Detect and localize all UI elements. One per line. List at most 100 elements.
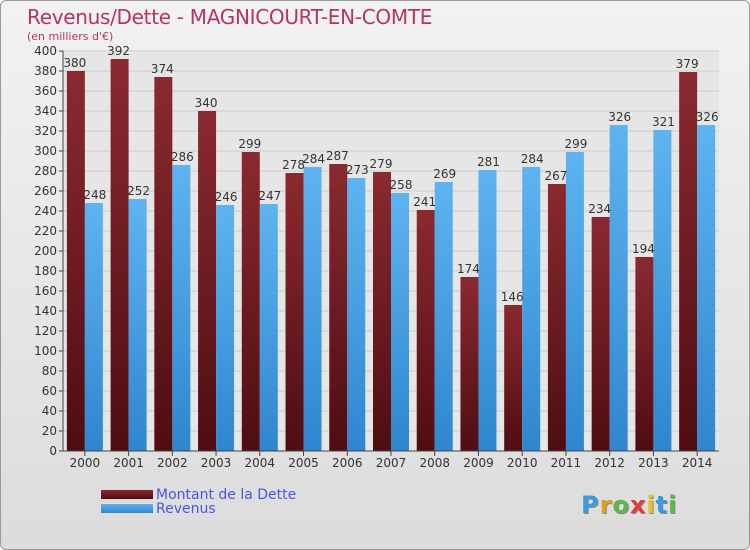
- bar-revenus: [172, 165, 191, 451]
- data-label: 326: [608, 110, 631, 124]
- x-axis: 2000 2001 2002 2003 2004 2005 2006 2007 2008 2009…: [63, 450, 719, 470]
- bar-revenus: [697, 125, 716, 451]
- y-tick-label: 280: [34, 164, 57, 178]
- data-label: 392: [107, 44, 130, 58]
- bar-revenus: [216, 205, 235, 451]
- y-tick-label: 40: [42, 404, 57, 418]
- x-tick-label: 2013: [638, 456, 669, 470]
- x-tick-label: 2008: [419, 456, 450, 470]
- data-label: 326: [696, 110, 719, 124]
- bar-dette: [285, 173, 304, 451]
- data-label: 379: [676, 57, 699, 71]
- data-label: 299: [564, 137, 587, 151]
- y-tick-label: 60: [42, 384, 57, 398]
- logo-letter: i: [668, 491, 678, 519]
- x-tick-label: 2004: [245, 456, 276, 470]
- x-tick-label: 2006: [332, 456, 363, 470]
- y-tick-label: 300: [34, 144, 57, 158]
- x-tick-label: 2012: [594, 456, 625, 470]
- y-tick-label: 260: [34, 184, 57, 198]
- x-tick-label: 2003: [201, 456, 232, 470]
- y-tick-label: 160: [34, 284, 57, 298]
- bar-revenus: [478, 170, 497, 451]
- bar-revenus: [391, 193, 409, 451]
- bar-revenus: [434, 182, 453, 451]
- logo-letter: P: [581, 491, 600, 519]
- bar-revenus: [303, 167, 322, 451]
- y-tick-label: 220: [34, 224, 57, 238]
- data-label: 267: [544, 169, 567, 183]
- bar-dette: [591, 217, 610, 451]
- data-label: 321: [652, 115, 675, 129]
- data-label: 241: [413, 195, 436, 209]
- x-tick-label: 2011: [551, 456, 582, 470]
- bar-revenus: [128, 199, 147, 451]
- y-tick-label: 240: [34, 204, 57, 218]
- bar-dette: [66, 71, 85, 451]
- chart-subtitle: (en milliers d'€): [27, 30, 114, 43]
- data-label: 258: [390, 178, 413, 192]
- logo-letter: i: [646, 491, 656, 519]
- bar-revenus: [653, 130, 672, 451]
- bar-dette: [241, 152, 260, 451]
- data-label: 246: [215, 190, 238, 204]
- data-label: 273: [346, 163, 369, 177]
- bar-dette: [373, 172, 391, 451]
- legend-label-revenus: Revenus: [156, 501, 216, 517]
- legend-swatch-revenus: [101, 504, 153, 513]
- data-label: 146: [501, 290, 524, 304]
- bars: [66, 59, 716, 451]
- logo-letter: t: [655, 491, 669, 519]
- y-tick-label: 340: [34, 104, 57, 118]
- x-tick-label: 2007: [376, 456, 407, 470]
- bar-dette: [504, 305, 523, 451]
- chart-title: Revenus/Dette - MAGNICOURT-EN-COMTE: [27, 5, 433, 29]
- data-label: 281: [477, 155, 500, 169]
- y-tick-label: 120: [34, 324, 57, 338]
- x-tick-label: 2002: [157, 456, 188, 470]
- y-tick-label: 140: [34, 304, 57, 318]
- legend-label-dette: Montant de la Dette: [156, 487, 297, 503]
- y-tick-label: 320: [34, 124, 57, 138]
- y-tick-label: 380: [34, 64, 57, 78]
- bar-dette: [416, 210, 435, 451]
- data-label: 278: [282, 158, 305, 172]
- data-label: 284: [302, 152, 325, 166]
- y-tick-label: 360: [34, 84, 57, 98]
- bar-revenus: [609, 125, 628, 451]
- y-tick-label: 200: [34, 244, 57, 258]
- bar-revenus: [347, 178, 366, 451]
- data-label: 252: [127, 184, 150, 198]
- bar-revenus: [522, 167, 541, 451]
- data-label: 269: [433, 167, 456, 181]
- data-label: 380: [63, 56, 86, 70]
- data-label: 194: [632, 242, 655, 256]
- logo-letter: r: [599, 491, 613, 519]
- x-tick-label: 2005: [288, 456, 319, 470]
- data-label: 284: [521, 152, 544, 166]
- logo-letter: o: [612, 491, 630, 519]
- data-label: 174: [457, 262, 480, 276]
- bar-dette: [110, 59, 129, 451]
- x-tick-label: 2010: [507, 456, 538, 470]
- y-tick-label: 180: [34, 264, 57, 278]
- bar-revenus: [84, 203, 103, 451]
- bar-dette: [679, 72, 698, 451]
- logo-letter: x: [629, 491, 647, 519]
- bar-dette: [329, 164, 348, 451]
- y-tick-label: 80: [42, 364, 57, 378]
- legend-swatch-dette: [101, 490, 153, 499]
- x-tick-label: 2001: [113, 456, 144, 470]
- bar-dette: [198, 111, 217, 451]
- data-label: 279: [370, 157, 393, 171]
- bar-dette: [635, 257, 654, 451]
- y-tick-label: 20: [42, 424, 57, 438]
- x-tick-label: 2000: [70, 456, 101, 470]
- data-label: 299: [238, 137, 261, 151]
- bar-dette: [547, 184, 566, 451]
- y-tick-label: 0: [49, 444, 57, 458]
- y-axis: 0 20 40 60 80 100 120 140 160 180 200 220 240 260 280 3…: [34, 44, 64, 458]
